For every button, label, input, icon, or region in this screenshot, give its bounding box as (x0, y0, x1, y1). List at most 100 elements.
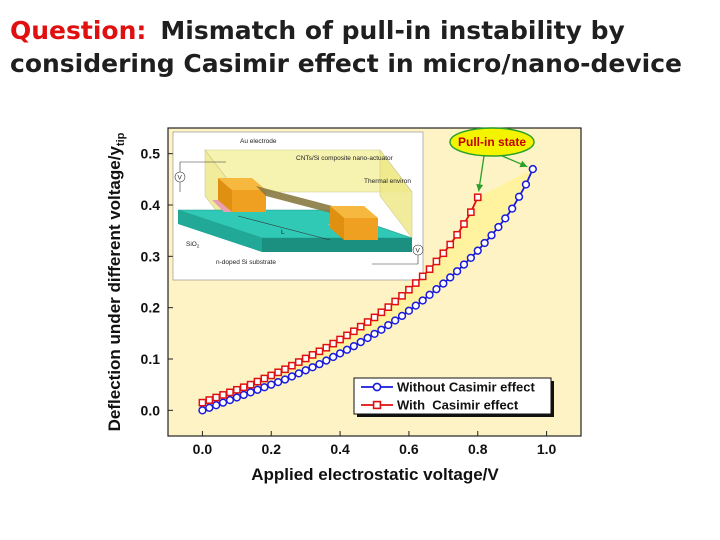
data-point (439, 249, 448, 258)
label-substrate: n-doped Si substrate (216, 259, 276, 266)
data-point (329, 352, 338, 362)
data-point (315, 359, 324, 369)
data-point (226, 388, 234, 397)
data-point (260, 383, 269, 392)
legend-marker-with-casimir (372, 400, 382, 410)
legend-label-without-casimir: Without Casimir effect (397, 380, 536, 395)
data-point (467, 208, 475, 217)
data-point (384, 320, 393, 330)
label-length: L (281, 229, 285, 236)
label-thermal-environment: Thermal environ (364, 178, 411, 185)
x-tick-label: 0.2 (262, 441, 282, 457)
data-point (405, 285, 413, 294)
data-point (301, 354, 310, 363)
series-markers-without-casimir (198, 164, 537, 415)
length-marker (237, 215, 331, 241)
pull-in-callout: Pull-in state (449, 127, 535, 192)
right-electrode-front (330, 206, 344, 240)
legend-label-with-casimir: With Casimir effect (397, 398, 519, 413)
data-point (253, 377, 262, 386)
data-point (473, 193, 482, 202)
data-point (446, 240, 455, 249)
data-point (280, 375, 290, 384)
data-point (397, 311, 407, 321)
data-point (322, 343, 331, 352)
data-point (335, 349, 345, 358)
data-point (287, 372, 297, 381)
data-point (212, 393, 221, 402)
data-point (281, 365, 289, 374)
x-ticks: 0.0 0.2 0.4 0.6 0.8 1.0 (193, 431, 557, 457)
data-point (225, 395, 235, 405)
data-point (439, 279, 448, 288)
data-point (239, 390, 248, 400)
data-point (288, 361, 296, 370)
question-label: Question: (10, 16, 147, 45)
data-point (418, 296, 427, 305)
label-voltage-right: V (416, 248, 421, 255)
x-axis-label: Applied electrostatic voltage/V (251, 465, 499, 484)
data-point (246, 388, 255, 397)
label-sio2-main: SiO (186, 241, 197, 248)
data-point (432, 257, 441, 266)
data-point (253, 385, 262, 394)
data-point (370, 313, 379, 322)
y-ticks: 0.0 0.1 0.2 0.3 0.4 0.5 (141, 146, 173, 418)
data-point (260, 374, 269, 383)
data-point (521, 180, 531, 189)
left-electrode-top (218, 178, 266, 190)
data-point (404, 306, 414, 315)
data-point (370, 329, 379, 338)
x-tick-label: 0.8 (468, 441, 488, 457)
data-point (205, 403, 214, 412)
label-actuator: CNTs/Si composite nano-actuator (296, 155, 394, 162)
data-point (301, 366, 310, 375)
pull-in-label: Pull-in state (458, 135, 526, 149)
data-point (473, 246, 482, 255)
data-point (377, 308, 386, 317)
data-point (411, 301, 420, 310)
data-point (494, 222, 503, 232)
data-point (198, 406, 207, 415)
data-point (267, 380, 276, 389)
y-tick-label: 0.4 (141, 197, 161, 213)
data-point (480, 238, 489, 248)
substrate-front (178, 210, 262, 252)
data-point (198, 398, 207, 407)
data-point (356, 337, 365, 347)
x-tick-label: 0.0 (193, 441, 213, 457)
data-point (514, 192, 524, 201)
data-point (453, 230, 461, 239)
data-point (219, 391, 227, 399)
data-point (356, 322, 365, 331)
data-point (294, 369, 303, 378)
data-point (315, 347, 324, 356)
label-sio2: SiO2 (186, 241, 200, 249)
data-point (391, 297, 399, 306)
legend-box (353, 377, 552, 415)
data-point (363, 333, 372, 343)
data-point (411, 279, 420, 287)
data-point (232, 393, 241, 402)
nano-actuator-beam (256, 186, 350, 218)
title-line-2: considering Casimir effect in micro/nano… (10, 49, 682, 78)
y-axis-label-main: Deflection under different voltage/y (105, 146, 124, 432)
difference-band (202, 169, 533, 411)
y-tick-label: 0.2 (141, 300, 161, 316)
left-electrode-front (218, 178, 232, 212)
y-tick-label: 0.1 (141, 351, 161, 367)
data-point (212, 401, 221, 410)
x-tick-label: 0.4 (330, 441, 350, 457)
y-tick-label: 0.0 (141, 402, 161, 418)
y-axis-label: Deflection under different voltage/ytip (105, 132, 127, 431)
data-point (528, 164, 537, 174)
title-line-1: Mismatch of pull-in instability by (160, 16, 625, 45)
data-point (322, 356, 331, 365)
right-electrode-side (344, 218, 378, 240)
label-sio2-sub: 2 (197, 244, 200, 249)
data-point (391, 316, 400, 325)
data-point (349, 342, 359, 351)
data-point (384, 303, 393, 312)
slide-title: Question: Mismatch of pull-in instability… (10, 14, 710, 80)
